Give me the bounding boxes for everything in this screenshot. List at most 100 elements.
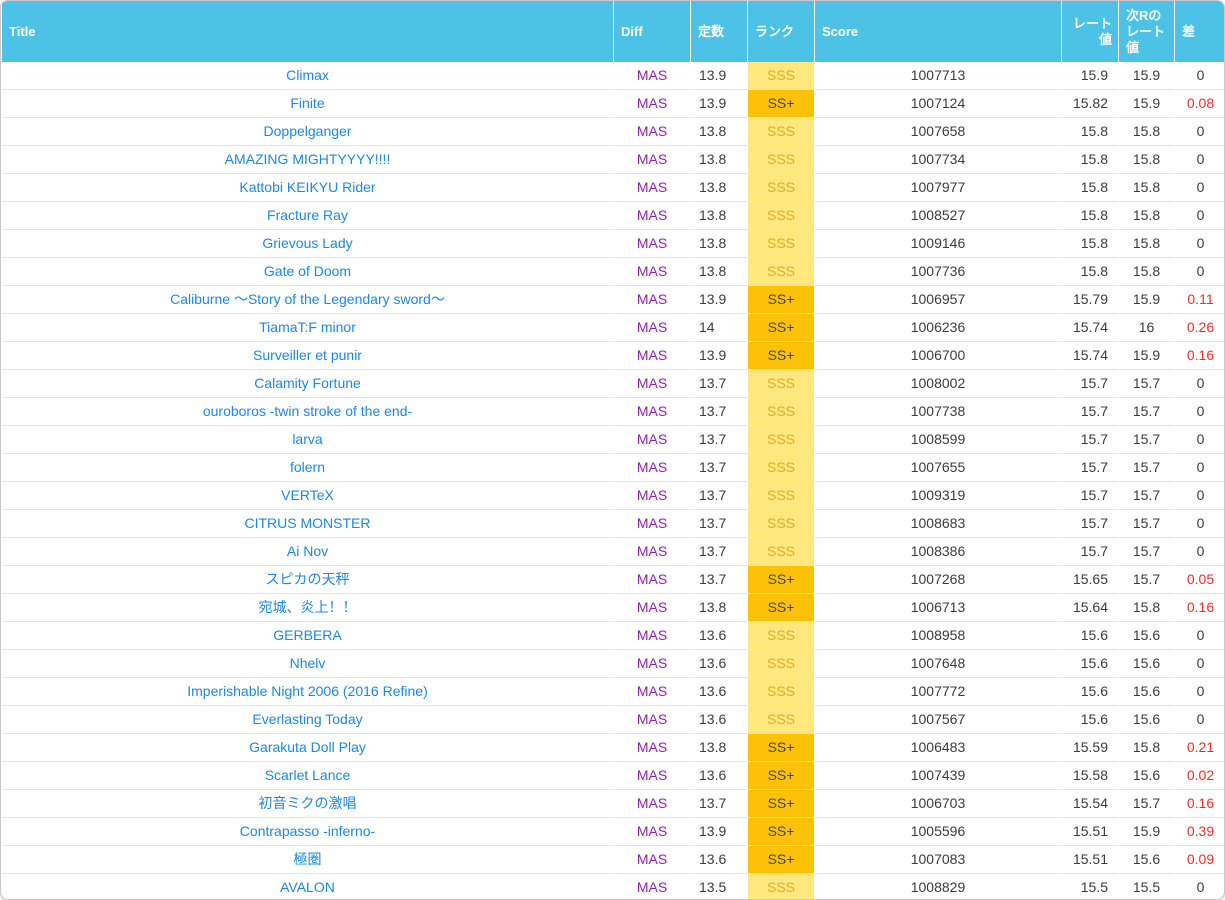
difficulty-cell: MAS bbox=[614, 370, 690, 398]
constant-cell: 13.8 bbox=[691, 258, 747, 286]
song-title-link[interactable]: ouroboros -twin stroke of the end- bbox=[202, 403, 413, 419]
song-title-link[interactable]: Surveiller et punir bbox=[253, 347, 362, 363]
song-title-link[interactable]: Garakuta Doll Play bbox=[249, 739, 366, 755]
table-row: Scarlet Lance MAS 13.6 SS+ 1007439 15.58… bbox=[2, 762, 1224, 790]
song-title-link[interactable]: スピカの天秤 bbox=[265, 571, 350, 587]
song-title-link[interactable]: Doppelganger bbox=[263, 123, 352, 139]
song-title-cell: ouroboros -twin stroke of the end- bbox=[2, 398, 613, 426]
song-title-link[interactable]: VERTeX bbox=[281, 487, 334, 503]
constant-cell: 13.9 bbox=[691, 62, 747, 90]
song-title-cell: 極圏 bbox=[2, 846, 613, 874]
score-cell: 1007439 bbox=[815, 762, 1061, 790]
rating-cell: 15.8 bbox=[1062, 146, 1118, 174]
song-title-cell: TiamaT:F minor bbox=[2, 314, 613, 342]
rank-badge: SS+ bbox=[748, 734, 814, 762]
score-cell: 1007658 bbox=[815, 118, 1061, 146]
rank-badge: SSS bbox=[748, 398, 814, 426]
rank-badge: SSS bbox=[748, 454, 814, 482]
song-title-cell: Everlasting Today bbox=[2, 706, 613, 734]
difficulty-cell: MAS bbox=[614, 426, 690, 454]
score-cell: 1007648 bbox=[815, 650, 1061, 678]
constant-cell: 13.7 bbox=[691, 790, 747, 818]
difficulty-cell: MAS bbox=[614, 678, 690, 706]
song-title-link[interactable]: Contrapasso -inferno- bbox=[239, 823, 376, 839]
table-row: 宛城、炎上！！ MAS 13.8 SS+ 1006713 15.64 15.8 … bbox=[2, 594, 1224, 622]
table-row: Grievous Lady MAS 13.8 SSS 1009146 15.8 … bbox=[2, 230, 1224, 258]
next-rating-cell: 15.9 bbox=[1119, 90, 1174, 118]
rating-cell: 15.7 bbox=[1062, 370, 1118, 398]
song-title-link[interactable]: CITRUS MONSTER bbox=[244, 515, 371, 531]
song-title-cell: Caliburne ～Story of the Legendary sword～ bbox=[2, 286, 613, 314]
next-rating-cell: 15.6 bbox=[1119, 622, 1174, 650]
score-cell: 1009319 bbox=[815, 482, 1061, 510]
score-cell: 1007738 bbox=[815, 398, 1061, 426]
rating-cell: 15.6 bbox=[1062, 650, 1118, 678]
song-title-link[interactable]: GERBERA bbox=[273, 627, 342, 643]
song-title-link[interactable]: Scarlet Lance bbox=[264, 767, 351, 783]
score-cell: 1007772 bbox=[815, 678, 1061, 706]
difficulty-cell: MAS bbox=[614, 818, 690, 846]
constant-cell: 13.8 bbox=[691, 202, 747, 230]
song-title-link[interactable]: Nhelv bbox=[289, 655, 326, 671]
rank-badge: SSS bbox=[748, 230, 814, 258]
column-header-gap: 差 bbox=[1175, 1, 1224, 62]
gap-cell: 0.09 bbox=[1175, 846, 1224, 874]
song-title-link[interactable]: Fracture Ray bbox=[267, 207, 348, 223]
song-title-cell: Imperishable Night 2006 (2016 Refine) bbox=[2, 678, 613, 706]
song-title-link[interactable]: AMAZING MIGHTYYYY!!!! bbox=[224, 151, 391, 167]
song-title-link[interactable]: Everlasting Today bbox=[252, 711, 363, 727]
difficulty-cell: MAS bbox=[614, 594, 690, 622]
next-rating-cell: 15.7 bbox=[1119, 370, 1174, 398]
constant-cell: 13.7 bbox=[691, 398, 747, 426]
score-cell: 1008527 bbox=[815, 202, 1061, 230]
difficulty-cell: MAS bbox=[614, 650, 690, 678]
gap-cell: 0 bbox=[1175, 510, 1224, 538]
song-title-cell: スピカの天秤 bbox=[2, 566, 613, 594]
song-title-cell: Doppelganger bbox=[2, 118, 613, 146]
song-title-link[interactable]: Caliburne ～Story of the Legendary sword～ bbox=[170, 291, 445, 307]
table-row: ouroboros -twin stroke of the end- MAS 1… bbox=[2, 398, 1224, 426]
song-title-cell: Gate of Doom bbox=[2, 258, 613, 286]
song-title-link[interactable]: Calamity Fortune bbox=[254, 375, 361, 391]
song-title-link[interactable]: Gate of Doom bbox=[263, 263, 352, 279]
score-cell: 1006713 bbox=[815, 594, 1061, 622]
rank-badge: SS+ bbox=[748, 846, 814, 874]
column-header-score: Score bbox=[815, 1, 1061, 62]
song-title-link[interactable]: 極圏 bbox=[293, 851, 322, 867]
gap-cell: 0 bbox=[1175, 146, 1224, 174]
constant-cell: 13.9 bbox=[691, 818, 747, 846]
song-title-link[interactable]: TiamaT:F minor bbox=[259, 319, 356, 335]
gap-cell: 0 bbox=[1175, 426, 1224, 454]
gap-cell: 0 bbox=[1175, 118, 1224, 146]
next-rating-cell: 15.7 bbox=[1119, 538, 1174, 566]
constant-cell: 13.6 bbox=[691, 650, 747, 678]
rating-cell: 15.9 bbox=[1062, 62, 1118, 90]
rank-badge: SSS bbox=[748, 174, 814, 202]
song-title-link[interactable]: Kattobi KEIKYU Rider bbox=[239, 179, 376, 195]
song-title-link[interactable]: Imperishable Night 2006 (2016 Refine) bbox=[187, 683, 428, 699]
gap-cell: 0 bbox=[1175, 174, 1224, 202]
song-title-link[interactable]: Grievous Lady bbox=[262, 235, 353, 251]
rank-badge: SSS bbox=[748, 426, 814, 454]
score-cell: 1006957 bbox=[815, 286, 1061, 314]
gap-cell: 0.16 bbox=[1175, 790, 1224, 818]
song-title-link[interactable]: 初音ミクの激唱 bbox=[258, 795, 357, 811]
song-title-cell: Calamity Fortune bbox=[2, 370, 613, 398]
song-title-link[interactable]: Finite bbox=[290, 95, 325, 111]
song-title-cell: Scarlet Lance bbox=[2, 762, 613, 790]
song-title-link[interactable]: Ai Nov bbox=[286, 543, 329, 559]
song-title-link[interactable]: 宛城、炎上！！ bbox=[258, 599, 357, 615]
constant-cell: 13.7 bbox=[691, 482, 747, 510]
song-title-link[interactable]: folern bbox=[289, 459, 326, 475]
next-rating-cell: 15.8 bbox=[1119, 202, 1174, 230]
song-title-link[interactable]: AVALON bbox=[280, 879, 335, 895]
song-title-link[interactable]: larva bbox=[292, 431, 323, 447]
gap-cell: 0 bbox=[1175, 370, 1224, 398]
score-cell: 1008002 bbox=[815, 370, 1061, 398]
rating-cell: 15.7 bbox=[1062, 398, 1118, 426]
difficulty-cell: MAS bbox=[614, 174, 690, 202]
song-title-link[interactable]: Climax bbox=[286, 67, 329, 83]
difficulty-cell: MAS bbox=[614, 454, 690, 482]
score-cell: 1007268 bbox=[815, 566, 1061, 594]
table-row: 初音ミクの激唱 MAS 13.7 SS+ 1006703 15.54 15.7 … bbox=[2, 790, 1224, 818]
